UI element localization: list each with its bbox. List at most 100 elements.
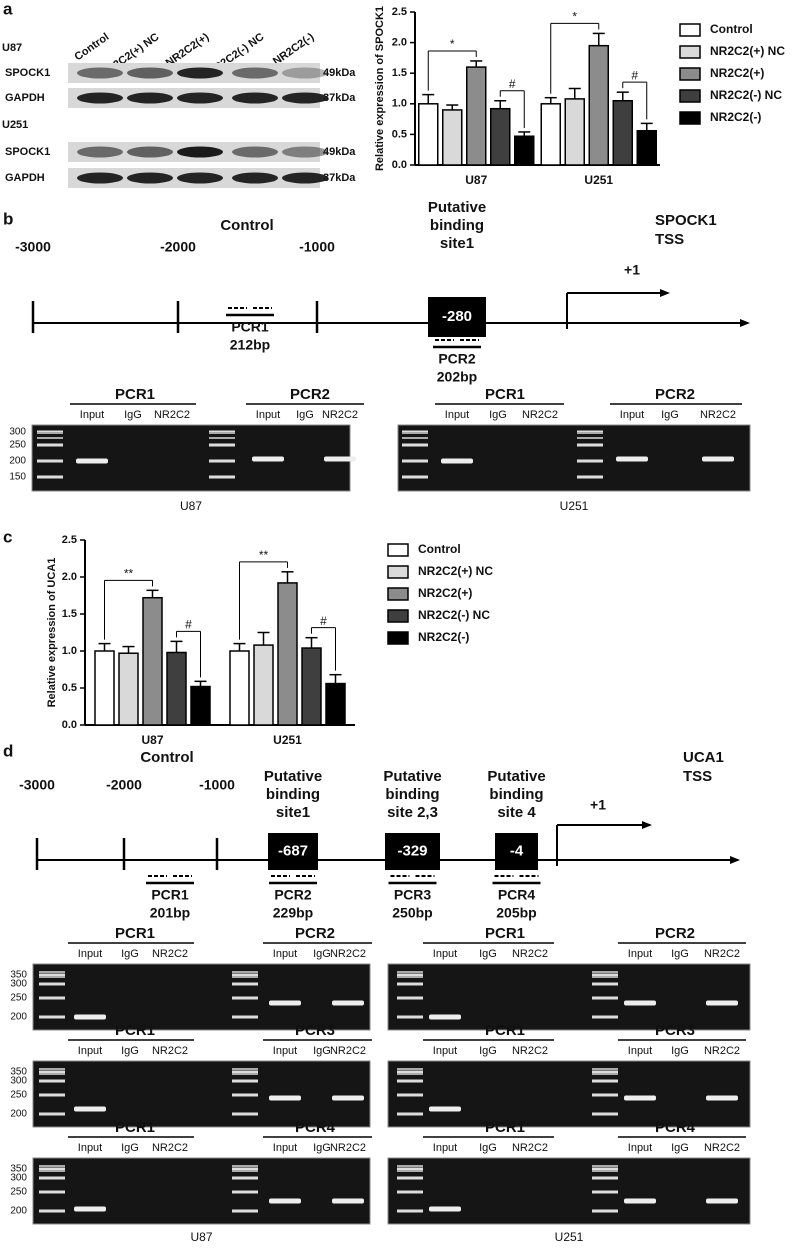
lane-label: Input [628, 948, 652, 960]
lane-label: Input [433, 1045, 457, 1057]
ladder-label: 350 [10, 970, 27, 981]
lane-label: IgG [296, 409, 314, 421]
lane-label: NR2C2 [330, 1142, 366, 1154]
y-tick-label: 0.0 [62, 719, 77, 731]
tss-arrow [660, 289, 670, 297]
ladder-band [209, 432, 235, 434]
lane-label: Input [628, 1142, 652, 1154]
lane-label: IgG [313, 948, 331, 960]
lane-label: IgG [121, 1045, 139, 1057]
bar [612, 99, 633, 166]
ladder-label: 250 [10, 1187, 27, 1198]
pcr-band [429, 1106, 461, 1112]
y-axis-label: Relative expression of UCA1 [46, 558, 58, 708]
ladder-label: 300 [10, 1173, 27, 1184]
blot-band [77, 67, 123, 79]
gene-label: TSS [683, 768, 712, 785]
bar [253, 644, 274, 726]
cell-line-label: U87 [180, 499, 202, 513]
ladder-band [232, 1190, 258, 1194]
ladder-band [232, 1209, 258, 1213]
ladder-band [592, 1190, 618, 1194]
blot-band [282, 146, 328, 158]
legend-label: Control [418, 542, 461, 556]
pcr-label: PCR1 [231, 319, 269, 335]
y-tick-label: 2.5 [392, 6, 407, 18]
ladder-label: 200 [10, 1012, 27, 1023]
ladder-band [37, 475, 63, 479]
pcr-label: 212bp [230, 337, 270, 353]
ladder-band [592, 976, 618, 978]
lane-label: Input [273, 1045, 297, 1057]
legend-swatch [387, 543, 409, 557]
bar [277, 582, 298, 726]
ladder-band [37, 437, 63, 439]
ladder-band [397, 1073, 423, 1075]
lane-label: Input [620, 409, 644, 421]
ladder-band [397, 1167, 423, 1171]
gel-title: PCR1 [115, 1022, 155, 1039]
ladder-band [402, 443, 428, 447]
panel-label: a [3, 0, 13, 18]
pcr-label: 250bp [392, 905, 432, 921]
pcr-label: 201bp [150, 905, 190, 921]
blot-band [77, 146, 123, 158]
legend-label: NR2C2(-) [710, 110, 761, 124]
gel-title: PCR2 [290, 386, 330, 403]
pcr-band [324, 456, 356, 462]
y-tick-label: 1.0 [392, 98, 407, 110]
ladder-band [232, 1165, 258, 1167]
gel-title: PCR2 [655, 925, 695, 942]
lane-label: IgG [489, 409, 507, 421]
binding-site [428, 297, 486, 337]
bar [636, 129, 657, 166]
ladder-band [232, 1112, 258, 1116]
ladder-band [232, 996, 258, 1000]
ladder-band [39, 1093, 65, 1097]
lane-label: Input [256, 409, 280, 421]
legend-label: NR2C2(+) NC [710, 44, 785, 58]
pcr-label: PCR4 [498, 887, 536, 903]
lane-label: NR2C2 [522, 409, 558, 421]
bar [564, 98, 585, 166]
lane-label: NR2C2 [512, 948, 548, 960]
lane-label: NR2C2 [512, 1045, 548, 1057]
ladder-label: 250 [10, 993, 27, 1004]
binding-position: -687 [278, 842, 308, 859]
ladder-band [577, 475, 603, 479]
pcr-band [624, 1000, 656, 1006]
lane-label: NR2C2 [704, 948, 740, 960]
promoter-arrow [740, 319, 750, 327]
significance-mark: * [450, 37, 455, 51]
lane-label: IgG [671, 1045, 689, 1057]
y-tick-label: 0.5 [392, 128, 407, 140]
legend-swatch [387, 565, 409, 579]
ladder-band [592, 1167, 618, 1171]
cell-line-label: U251 [555, 1230, 584, 1244]
pcr-band [332, 1198, 364, 1204]
ladder-band [232, 973, 258, 977]
ladder-label: 150 [9, 472, 26, 483]
lane-label: IgG [479, 1045, 497, 1057]
ladder-band [37, 432, 63, 434]
lane-label: Input [445, 409, 469, 421]
cell-line-label: U251 [2, 119, 28, 131]
binding-site-title: Putative [383, 768, 441, 785]
ladder-band [232, 1073, 258, 1075]
gel-title: PCR2 [295, 925, 335, 942]
x-tick-label: U87 [141, 733, 163, 747]
lane-label: IgG [313, 1142, 331, 1154]
scale-label: -2000 [160, 239, 196, 255]
ladder-band [402, 459, 428, 463]
lane-label: NR2C2 [704, 1142, 740, 1154]
gel [387, 1060, 751, 1128]
ladder-band [592, 1079, 618, 1083]
blot-band [232, 92, 278, 104]
y-tick-label: 1.0 [62, 645, 77, 657]
ladder-band [39, 1167, 65, 1171]
ladder-band [232, 1070, 258, 1074]
significance-mark: # [631, 68, 638, 82]
blot-band [77, 92, 123, 104]
ladder-band [592, 1165, 618, 1167]
